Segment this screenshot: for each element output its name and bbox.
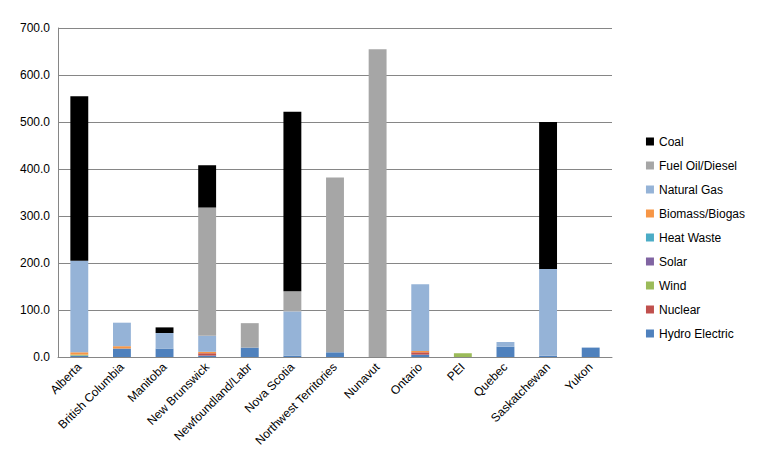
svg-text:100.0: 100.0 xyxy=(20,303,50,317)
svg-text:Northwest Territories: Northwest Territories xyxy=(253,360,340,447)
svg-text:Hydro Electric: Hydro Electric xyxy=(659,327,734,341)
svg-text:0.0: 0.0 xyxy=(33,350,50,364)
svg-text:Nova Scotia: Nova Scotia xyxy=(241,360,298,416)
svg-text:Fuel Oil/Diesel: Fuel Oil/Diesel xyxy=(659,159,737,173)
svg-text:700.0: 700.0 xyxy=(20,21,50,35)
svg-text:400.0: 400.0 xyxy=(20,162,50,176)
svg-text:200.0: 200.0 xyxy=(20,256,50,270)
svg-text:Coal: Coal xyxy=(659,135,684,149)
svg-text:300.0: 300.0 xyxy=(20,209,50,223)
svg-text:Wind: Wind xyxy=(659,279,686,293)
svg-text:PEI: PEI xyxy=(444,360,468,384)
svg-text:Solar: Solar xyxy=(659,255,687,269)
svg-text:Saskatchewan: Saskatchewan xyxy=(488,360,553,425)
svg-text:Ontario: Ontario xyxy=(387,360,425,398)
svg-text:Nunavut: Nunavut xyxy=(341,360,383,402)
svg-text:Manitoba: Manitoba xyxy=(124,360,170,405)
svg-text:British Columbia: British Columbia xyxy=(55,360,127,432)
svg-text:Yukon: Yukon xyxy=(562,360,595,393)
svg-text:Natural Gas: Natural Gas xyxy=(659,183,723,197)
svg-text:600.0: 600.0 xyxy=(20,68,50,82)
svg-text:New Brunswick: New Brunswick xyxy=(144,360,213,428)
svg-text:Alberta: Alberta xyxy=(47,360,84,397)
svg-text:Heat Waste: Heat Waste xyxy=(659,231,722,245)
svg-text:Nuclear: Nuclear xyxy=(659,303,700,317)
svg-text:Newfoundland/Labr: Newfoundland/Labr xyxy=(171,360,254,443)
svg-text:500.0: 500.0 xyxy=(20,115,50,129)
svg-text:Biomass/Biogas: Biomass/Biogas xyxy=(659,207,745,221)
svg-text:Quebec: Quebec xyxy=(471,360,511,400)
